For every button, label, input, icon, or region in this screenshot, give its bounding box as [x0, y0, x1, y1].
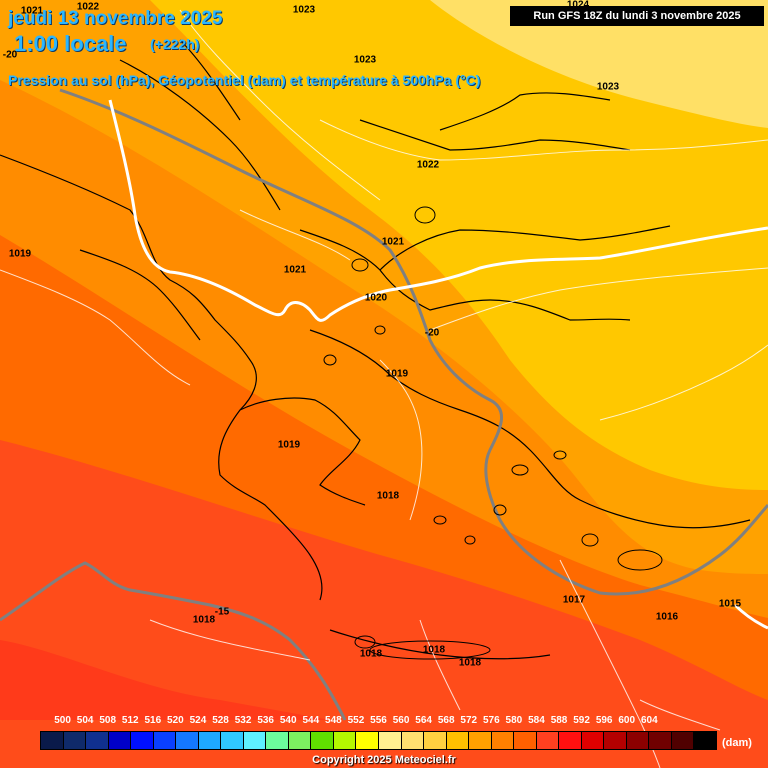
- isobar-label-1023-center: 1023: [353, 54, 377, 66]
- legend-swatch: [649, 732, 672, 749]
- legend-value-label: 596: [595, 715, 613, 726]
- legend-swatch: [581, 732, 605, 749]
- isobar-label-1017: 1017: [562, 594, 586, 606]
- legend-swatch: [243, 732, 267, 749]
- legend-swatch: [491, 732, 515, 749]
- legend-unit: (dam): [722, 737, 752, 749]
- band-560: [430, 0, 768, 128]
- legend-value-label: 540: [279, 715, 297, 726]
- legend-value-label: 536: [257, 715, 274, 726]
- legend-swatch: [378, 732, 402, 749]
- isobar-label-1023-top: 1023: [292, 4, 316, 16]
- isobar-label-1018-crete-e: 1018: [458, 657, 482, 669]
- isobar-label-1019-center: 1019: [385, 368, 409, 380]
- forecast-lead-hours: (+222h): [150, 36, 200, 52]
- isotherm-label-minus15: -15: [214, 606, 230, 618]
- legend-value-label: 548: [325, 715, 342, 726]
- legend-swatch: [221, 732, 244, 749]
- isobar-label-1024-ne: 1024: [566, 0, 590, 11]
- legend-value-label: 508: [99, 715, 117, 726]
- model-run-info: Run GFS 18Z du lundi 3 novembre 2025: [510, 6, 764, 26]
- legend-swatch: [333, 732, 357, 749]
- islands: [323, 206, 663, 660]
- legend-value-label: 500: [54, 715, 71, 726]
- forecast-local-time: 1:00 locale: [14, 31, 127, 56]
- legend-swatch: [198, 732, 222, 749]
- band-584: [0, 640, 330, 720]
- isobar-label-1021-center: 1021: [381, 236, 405, 248]
- legend-value-labels: 500 504 508 512 516 520 524 528 532 536 540 544 548 5…: [40, 715, 717, 729]
- isotherm-label-minus20-nw: -20: [2, 49, 18, 61]
- legend-value-label: 524: [189, 715, 207, 726]
- isotherm-label-minus20: -20: [424, 327, 440, 339]
- legend-value-label: 532: [234, 715, 252, 726]
- isobar-label-1022-top: 1022: [76, 1, 100, 13]
- legend-swatch: [401, 732, 425, 749]
- legend-value-label: 512: [121, 715, 139, 726]
- isobar-label-1021-nw: 1021: [20, 5, 44, 17]
- legend-swatch: [288, 732, 312, 749]
- legend-value-label: 560: [392, 715, 410, 726]
- isobar-lines-major: [108, 99, 768, 630]
- isobar-label-1020: 1020: [364, 292, 388, 304]
- legend-value-label: 552: [347, 715, 365, 726]
- isobar-label-1016: 1016: [655, 611, 679, 623]
- legend-value-label: 568: [437, 715, 455, 726]
- legend-swatch: [469, 732, 492, 749]
- legend-value-label: 592: [573, 715, 590, 726]
- isobar-label-1021-west: 1021: [283, 264, 307, 276]
- legend-value-label: 604: [640, 715, 658, 726]
- legend-value-label: 576: [482, 715, 500, 726]
- legend-swatch: [559, 732, 582, 749]
- band-564: [150, 0, 768, 490]
- isotherm-lines: [0, 88, 768, 721]
- legend-color-bar: [40, 731, 717, 750]
- legend-value-label: 544: [302, 715, 320, 726]
- legend-value-label: 580: [505, 715, 523, 726]
- isobar-lines-minor: [0, 9, 768, 768]
- legend-swatch: [671, 732, 695, 749]
- legend-swatch: [424, 732, 447, 749]
- map-parameters-title: Pression au sol (hPa), Géopotentiel (dam…: [8, 72, 481, 88]
- legend-value-label: 588: [550, 715, 568, 726]
- isobar-label-1022-center: 1022: [416, 159, 440, 171]
- legend-swatch: [356, 732, 379, 749]
- legend-value-label: 600: [618, 715, 636, 726]
- legend-swatch: [536, 732, 560, 749]
- isobar-label-1019-sw: 1019: [277, 439, 301, 451]
- legend-swatch: [153, 732, 177, 749]
- legend-swatch: [41, 732, 64, 749]
- legend-value-label: 556: [370, 715, 387, 726]
- legend-swatch: [694, 732, 716, 749]
- isobar-label-1023-east: 1023: [596, 81, 620, 93]
- isobar-label-1018-south: 1018: [192, 614, 216, 626]
- legend-value-label: 504: [76, 715, 94, 726]
- legend-swatch: [176, 732, 199, 749]
- legend-swatch: [86, 732, 109, 749]
- isobar-label-1015: 1015: [718, 598, 742, 610]
- legend-swatch: [446, 732, 470, 749]
- legend-swatch: [63, 732, 87, 749]
- legend-swatch: [108, 732, 132, 749]
- legend-value-label: 520: [167, 715, 184, 726]
- legend-swatch: [514, 732, 537, 749]
- isobar-label-1018-center: 1018: [376, 490, 400, 502]
- isobar-label-1018-crete-c: 1018: [422, 644, 446, 656]
- isobar-label-1018-crete-w: 1018: [359, 648, 383, 660]
- legend-value-label: 528: [212, 715, 229, 726]
- legend-value-label: 584: [528, 715, 545, 726]
- legend-swatch: [266, 732, 289, 749]
- legend-value-label: 516: [144, 715, 162, 726]
- legend-swatch: [604, 732, 627, 749]
- legend-swatch: [626, 732, 650, 749]
- legend-swatch: [311, 732, 334, 749]
- legend-swatch: [131, 732, 154, 749]
- isobar-label-1019-west: 1019: [8, 248, 32, 260]
- forecast-date: jeudi 13 novembre 2025: [8, 8, 223, 29]
- legend-value-label: 564: [415, 715, 432, 726]
- legend-value-label: 572: [460, 715, 478, 726]
- copyright: Copyright 2025 Meteociel.fr: [312, 754, 456, 766]
